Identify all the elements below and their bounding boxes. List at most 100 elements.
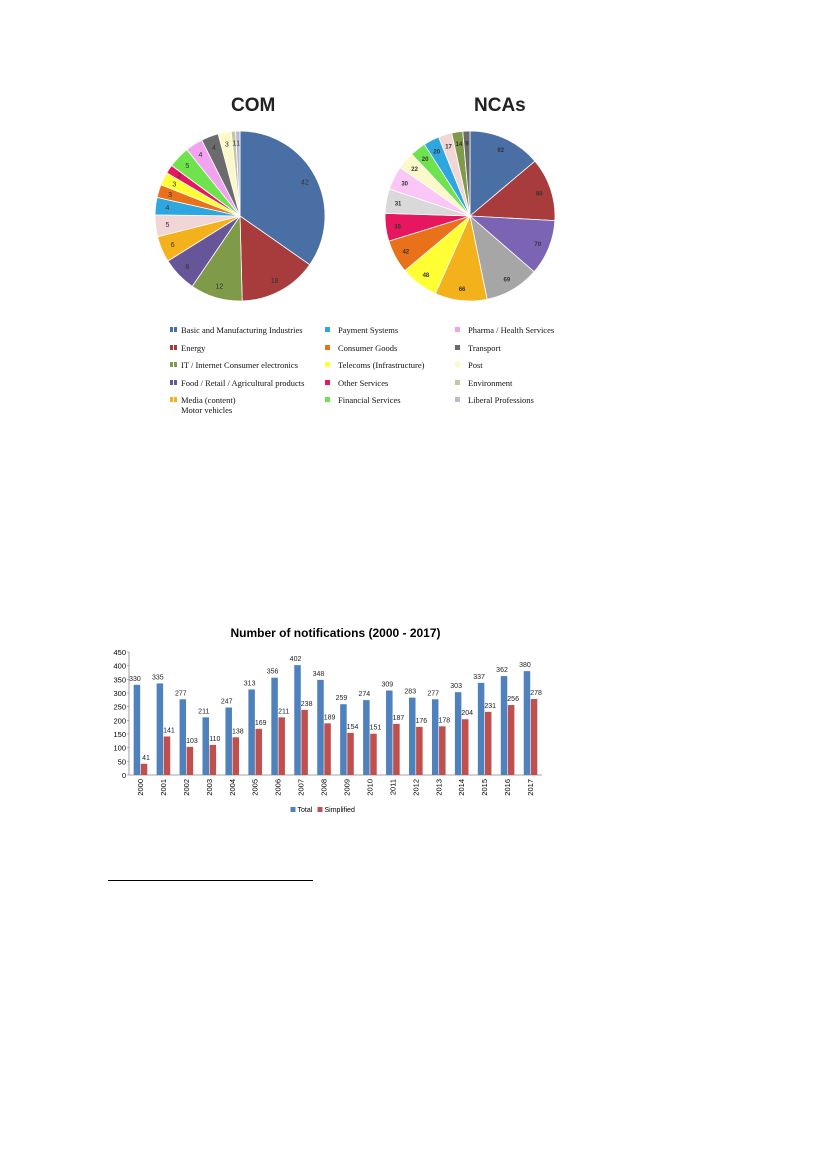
com-pie-label: 4 — [212, 145, 216, 152]
legend-swatch — [170, 344, 177, 350]
bar-simplified — [186, 746, 194, 775]
bar-data-label: 283 — [404, 689, 416, 696]
bar-total — [248, 689, 255, 775]
bar-legend-label: Simplified — [325, 807, 355, 814]
x-tick-label: 2012 — [411, 779, 420, 796]
legend-item: Media (content) Motor vehicles — [170, 395, 236, 415]
ncas-pie-label: 31 — [395, 202, 402, 208]
bar-data-label: 110 — [209, 736, 220, 743]
ncas-pie-slice — [462, 130, 471, 217]
bar-simplified — [209, 744, 217, 775]
bar-data-label: 278 — [530, 690, 542, 697]
legend-label: Consumer Goods — [338, 342, 398, 353]
bar-simplified — [507, 705, 515, 775]
bar-simplified — [416, 726, 423, 775]
bar-data-label: 259 — [336, 695, 348, 702]
bar-total — [202, 717, 210, 775]
com-pie-label: 4 — [165, 205, 169, 212]
y-tick-label: 150 — [113, 730, 126, 739]
bar-chart-title: Number of notifications (2000 - 2017) — [230, 626, 440, 640]
y-tick-label: 50 — [118, 757, 126, 766]
com-pie-label: 6 — [171, 242, 175, 249]
ncas-pie-label: 9 — [465, 141, 469, 147]
bar-data-label: 176 — [416, 718, 428, 725]
legend-swatch — [455, 362, 460, 367]
y-tick-label: 450 — [113, 648, 126, 657]
legend-item: Liberal Professions — [455, 395, 534, 405]
com-pie-label: 8 — [185, 264, 189, 271]
x-tick-label: 2017 — [526, 779, 535, 796]
ncas-pie-label: 70 — [534, 242, 541, 248]
ncas-pie-label: 42 — [402, 249, 409, 255]
y-tick-label: 0 — [122, 771, 126, 780]
legend-item: Environment — [455, 378, 512, 388]
bar-data-label: 151 — [370, 725, 382, 732]
ncas-pie-label: 17 — [445, 145, 452, 151]
bar-data-label: 335 — [152, 674, 164, 681]
legend-swatch — [455, 397, 460, 402]
com-pie-slice — [239, 215, 311, 302]
legend-item: Financial Services — [325, 395, 401, 405]
legend-swatch — [325, 362, 330, 367]
bar-data-label: 169 — [255, 720, 267, 727]
com-pie-label: 1 — [236, 140, 240, 147]
bar-simplified — [347, 732, 354, 775]
bar-legend-swatch — [317, 807, 323, 812]
x-tick-label: 2000 — [136, 779, 145, 796]
com-pie-label: 3 — [168, 192, 172, 199]
ncas-pie-label: 66 — [459, 287, 466, 293]
bar-data-label: 277 — [427, 690, 439, 697]
ncas-pie-label: 14 — [456, 142, 463, 148]
legend-item: Post — [455, 360, 483, 370]
bar-data-label: 256 — [507, 696, 519, 703]
x-tick-label: 2009 — [342, 779, 351, 796]
bar-simplified — [278, 717, 285, 775]
bar-data-label: 274 — [359, 691, 371, 698]
bar-simplified — [140, 763, 148, 775]
bar-legend-label: Total — [298, 807, 313, 814]
bar-data-label: 138 — [232, 728, 244, 735]
legend-item: Telecoms (Infrastructure) — [325, 360, 425, 370]
bar-total — [523, 671, 531, 775]
footnote-separator — [108, 880, 313, 881]
y-tick-label: 400 — [113, 662, 126, 671]
bar-data-label: 356 — [267, 669, 279, 676]
legend-swatch — [325, 344, 330, 350]
ncas-pie-label: 20 — [422, 157, 429, 163]
ncas-pie-label: 35 — [394, 224, 401, 230]
x-tick-label: 2006 — [274, 779, 283, 796]
legend-label: Media (content) Motor vehicles — [181, 395, 236, 415]
com-pie-label: 2 — [177, 173, 181, 180]
bar-total — [133, 684, 141, 775]
bar-total — [340, 704, 347, 775]
com-pie-label: 3 — [172, 181, 176, 188]
bar-data-label: 362 — [496, 667, 508, 674]
legend-label: Transport — [468, 342, 501, 353]
legend-label: Other Services — [338, 377, 389, 388]
com-pie-label: 1 — [232, 141, 236, 148]
legend-swatch — [170, 379, 177, 385]
legend-label: Financial Services — [338, 395, 401, 405]
bar-data-label: 238 — [301, 701, 313, 708]
com-pie-label: 4 — [199, 152, 203, 159]
ncas-pie-label: 92 — [497, 148, 504, 154]
bar-data-label: 103 — [186, 738, 198, 745]
legend-swatch — [325, 397, 330, 402]
com-pie-slice — [235, 130, 241, 217]
bar-data-label: 247 — [221, 698, 233, 705]
bar-simplified — [370, 733, 377, 775]
legend-item: Food / Retail / Agricultural products — [170, 378, 304, 388]
bar-legend-swatch — [290, 807, 296, 812]
ncas-pie-label: 20 — [433, 149, 440, 155]
bar-simplified — [301, 709, 308, 775]
bar-data-label: 41 — [142, 755, 150, 762]
legend-swatch — [325, 327, 330, 332]
legend-item: Payment Systems — [325, 325, 398, 335]
notifications-bar-chart: Number of notifications (2000 - 2017) 0 50… — [113, 626, 542, 814]
x-tick-label: 2014 — [457, 779, 466, 796]
legend-label: Telecoms (Infrastructure) — [338, 360, 425, 370]
bar-data-label: 337 — [473, 674, 485, 681]
bar-simplified — [163, 736, 171, 775]
x-tick-label: 2011 — [388, 779, 397, 795]
